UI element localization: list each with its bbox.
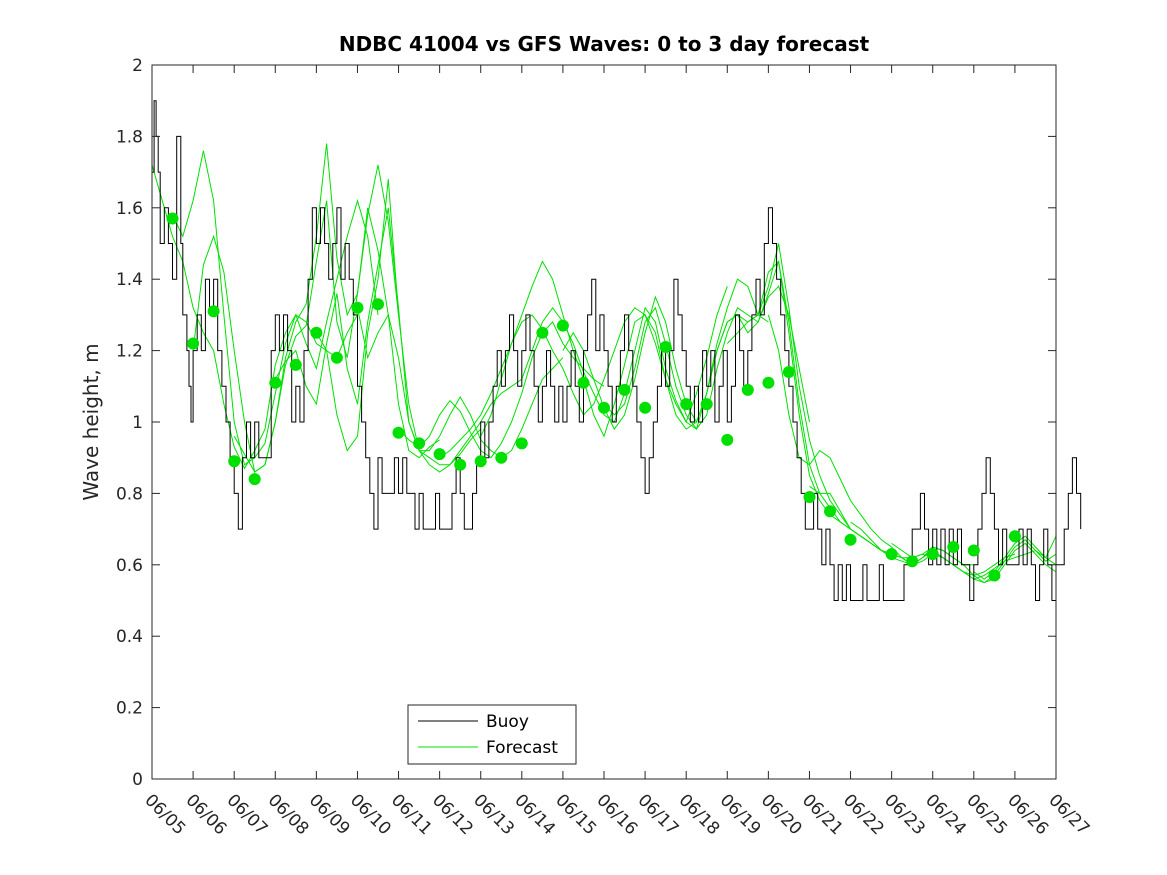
x-tick-label-0: 06/05 — [140, 790, 189, 839]
forecast-marker-16 — [495, 451, 508, 464]
legend: Buoy Forecast — [407, 704, 577, 765]
forecast-marker-22 — [618, 383, 631, 396]
x-tick-label-7: 06/12 — [428, 790, 477, 839]
forecast-marker-38 — [967, 544, 980, 557]
chart-title: NDBC 41004 vs GFS Waves: 0 to 3 day fore… — [339, 32, 870, 56]
forecast-marker-27 — [721, 433, 734, 446]
forecast-marker-2 — [207, 305, 220, 318]
forecast-marker-35 — [906, 555, 919, 568]
forecast-line-5 — [315, 179, 523, 473]
y-tick-label-10: 2 — [132, 56, 143, 76]
x-tick-label-4: 06/09 — [305, 790, 354, 839]
y-tick-label-8: 1.6 — [116, 199, 143, 219]
y-tick-label-1: 0.2 — [116, 699, 143, 719]
x-tick-label-14: 06/19 — [716, 790, 765, 839]
forecast-line-16 — [767, 314, 974, 566]
forecast-marker-26 — [700, 398, 713, 411]
forecast-line-2 — [192, 143, 399, 473]
y-tick-label-0: 0 — [132, 770, 143, 790]
forecast-marker-37 — [947, 541, 960, 553]
buoy-line — [152, 100, 1082, 601]
plot-frame — [151, 64, 1057, 780]
forecast-marker-9 — [351, 301, 364, 314]
forecast-marker-25 — [680, 398, 693, 411]
x-tick-label-21: 06/26 — [1003, 790, 1052, 839]
x-tick-label-11: 06/16 — [592, 790, 641, 839]
forecast-marker-30 — [782, 366, 795, 378]
legend-box — [407, 704, 577, 765]
forecast-marker-29 — [762, 376, 775, 389]
x-tick-label-8: 06/13 — [469, 790, 518, 839]
x-tick-label-20: 06/25 — [962, 790, 1011, 839]
y-tick-label-4: 0.8 — [116, 484, 143, 504]
forecast-marker-3 — [228, 455, 241, 468]
forecast-marker-17 — [515, 437, 528, 450]
forecast-marker-4 — [248, 473, 261, 486]
forecast-marker-11 — [392, 426, 405, 439]
forecast-marker-8 — [330, 351, 343, 364]
forecast-line-6 — [357, 307, 564, 459]
forecast-marker-14 — [454, 458, 467, 471]
y-tick-label-3: 0.6 — [116, 556, 143, 576]
y-tick-label-7: 1.4 — [116, 270, 143, 290]
legend-forecast-label: Forecast — [486, 738, 558, 758]
x-tick-label-17: 06/22 — [839, 790, 888, 839]
y-tick-label-6: 1.2 — [116, 342, 143, 362]
x-tick-label-12: 06/17 — [634, 790, 683, 839]
forecast-marker-15 — [474, 455, 487, 468]
forecast-marker-18 — [536, 326, 549, 339]
x-tick-label-19: 06/24 — [921, 790, 970, 839]
forecast-marker-7 — [310, 326, 323, 339]
forecast-marker-20 — [577, 376, 590, 389]
forecast-line-4 — [274, 207, 482, 466]
x-tick-label-2: 06/07 — [223, 790, 272, 839]
forecast-marker-0 — [166, 212, 179, 225]
forecast-line-12 — [603, 285, 810, 430]
x-tick-label-15: 06/20 — [757, 790, 806, 839]
forecast-marker-1 — [187, 337, 200, 350]
plot-area — [151, 100, 1082, 601]
forecast-line-11 — [562, 278, 769, 431]
forecast-marker-39 — [988, 569, 1001, 582]
x-tick-label-13: 06/18 — [675, 790, 724, 839]
x-tick-label-22: 06/27 — [1044, 790, 1093, 839]
forecast-marker-24 — [659, 341, 672, 353]
forecast-marker-19 — [556, 319, 569, 332]
forecast-marker-6 — [289, 358, 302, 371]
x-tick-label-9: 06/14 — [510, 790, 559, 839]
forecast-marker-32 — [824, 505, 836, 518]
forecast-marker-33 — [844, 533, 857, 546]
x-tick-label-5: 06/10 — [346, 790, 395, 839]
x-tick-label-1: 06/06 — [182, 790, 231, 839]
forecast-marker-21 — [598, 401, 610, 414]
forecast-marker-10 — [372, 298, 384, 311]
x-tick-label-3: 06/08 — [264, 790, 313, 839]
y-tick-label-5: 1 — [132, 413, 143, 433]
y-tick-label-2: 0.4 — [116, 627, 143, 647]
x-tick-label-10: 06/15 — [551, 790, 600, 839]
forecast-line-21 — [973, 535, 1057, 580]
forecast-marker-13 — [433, 448, 446, 461]
forecast-marker-31 — [803, 491, 816, 503]
y-axis-title: Wave height, m — [79, 343, 103, 500]
forecast-marker-12 — [413, 437, 426, 450]
forecast-marker-36 — [926, 548, 939, 561]
forecast-marker-28 — [741, 383, 754, 396]
forecast-marker-34 — [885, 548, 898, 561]
legend-buoy-label: Buoy — [486, 712, 529, 732]
forecast-marker-40 — [1008, 530, 1021, 543]
forecast-line-3 — [233, 200, 440, 473]
forecast-line-7 — [398, 321, 605, 459]
forecast-line-10 — [521, 286, 728, 424]
x-tick-label-18: 06/23 — [880, 790, 929, 839]
forecast-line-1 — [172, 150, 379, 466]
forecast-marker-23 — [639, 401, 652, 414]
x-tick-label-6: 06/11 — [387, 790, 436, 839]
y-tick-label-9: 1.8 — [116, 127, 143, 147]
forecast-marker-5 — [269, 376, 282, 389]
x-tick-label-16: 06/21 — [798, 790, 847, 839]
